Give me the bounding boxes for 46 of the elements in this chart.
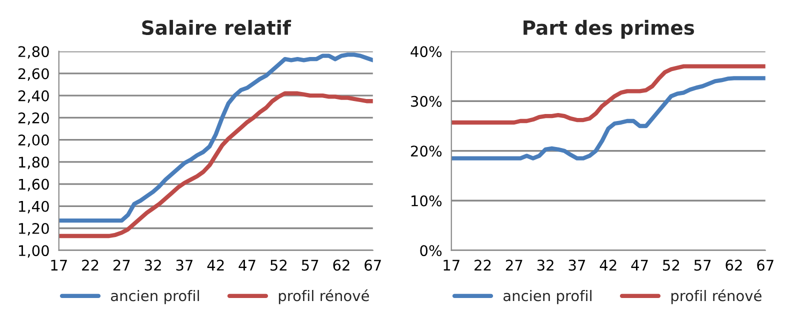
x-tick-label: 37 (568, 260, 586, 271)
x-tick-label: 32 (144, 260, 161, 271)
y-tick-label: 2,40 (18, 90, 49, 103)
line-series (58, 91, 373, 238)
legend-label: ancien profil (111, 290, 199, 304)
x-tick-label: 47 (238, 260, 256, 270)
x-tick-label: 27 (113, 260, 130, 270)
x-tick-label: 22 (82, 260, 98, 270)
x-tick-label: 17 (51, 260, 67, 270)
y-tick-label: 2,60 (18, 68, 49, 81)
line-series (451, 64, 766, 125)
y-tick-label: 1,80 (18, 156, 49, 170)
x-tick-label: 62 (333, 260, 350, 271)
x-tick-label: 67 (364, 260, 381, 271)
x-tick-label: 27 (506, 260, 522, 270)
y-tick-label: 2,00 (18, 134, 49, 148)
x-tick-label: 22 (474, 260, 491, 270)
x-tick-label: 42 (207, 260, 224, 270)
x-tick-label: 67 (757, 260, 774, 271)
legend-label: ancien profil (504, 290, 592, 304)
x-tick-label: 32 (537, 260, 554, 271)
y-tick-label: 0% (420, 245, 442, 256)
chart-title: Salaire relatif (142, 20, 292, 35)
y-tick-label: 1,40 (18, 200, 49, 214)
x-tick-label: 57 (694, 260, 711, 271)
y-tick-label: 2,20 (18, 112, 49, 125)
y-tick-label: 20% (411, 146, 442, 157)
y-tick-label: 1,20 (18, 222, 49, 236)
y-tick-label: 40% (410, 46, 442, 58)
legend-label: profil rénové (671, 289, 762, 304)
y-tick-label: 1,60 (18, 178, 49, 192)
x-tick-label: 52 (270, 260, 286, 271)
x-tick-label: 57 (302, 260, 318, 271)
x-tick-label: 42 (600, 260, 616, 270)
x-tick-label: 17 (444, 260, 460, 270)
y-tick-label: 1,00 (18, 245, 49, 258)
line-series (451, 76, 766, 160)
legend-label: profil rénové (278, 289, 369, 304)
y-tick-label: 2,80 (18, 46, 49, 59)
chart-title: Part des primes (524, 20, 694, 39)
x-tick-label: 37 (176, 260, 193, 271)
y-tick-label: 30% (411, 96, 442, 107)
x-tick-label: 47 (631, 260, 648, 270)
x-tick-label: 62 (726, 260, 742, 271)
x-tick-label: 52 (663, 260, 679, 271)
y-tick-label: 10% (412, 195, 442, 206)
